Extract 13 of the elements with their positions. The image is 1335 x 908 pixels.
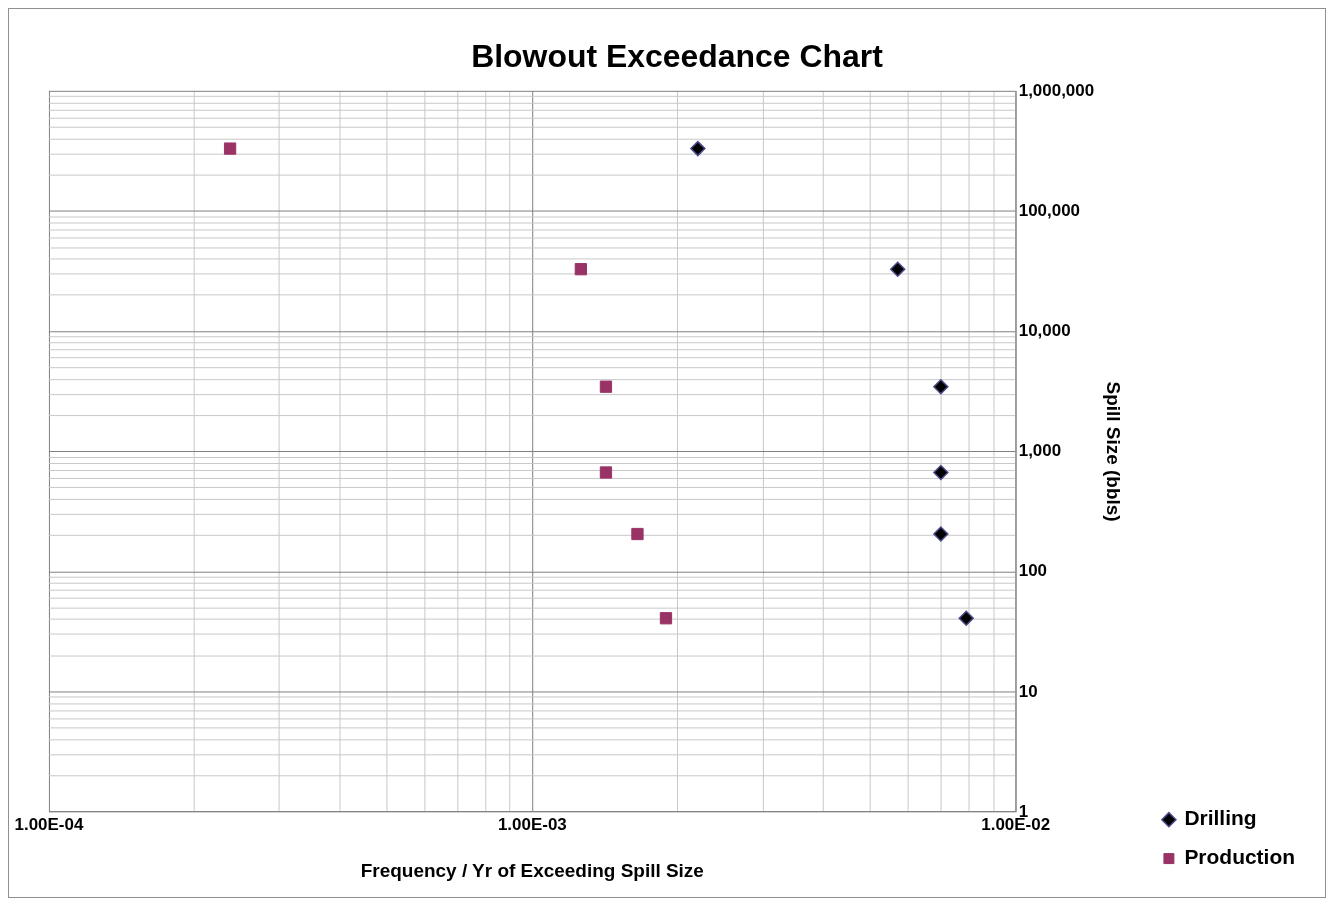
x-tick-label: 1.00E-04 <box>14 814 84 834</box>
chart-title: Blowout Exceedance Chart <box>471 37 884 74</box>
y-axis-title: Spill Size (bbls) <box>1103 381 1125 522</box>
x-axis-title: Frequency / Yr of Exceeding Spill Size <box>360 859 704 881</box>
y-tick-label: 100 <box>1018 561 1048 581</box>
x-tick-label: 1.00E-03 <box>497 814 567 834</box>
y-tick-label: 1,000 <box>1018 441 1062 461</box>
legend-label: Drilling <box>1184 806 1257 830</box>
y-tick-label: 100,000 <box>1018 201 1081 221</box>
y-tick-label: 10 <box>1018 681 1038 701</box>
y-tick-label: 10,000 <box>1018 321 1071 341</box>
legend-label: Production <box>1184 845 1296 869</box>
y-tick-label: 1,000,000 <box>1018 80 1095 100</box>
